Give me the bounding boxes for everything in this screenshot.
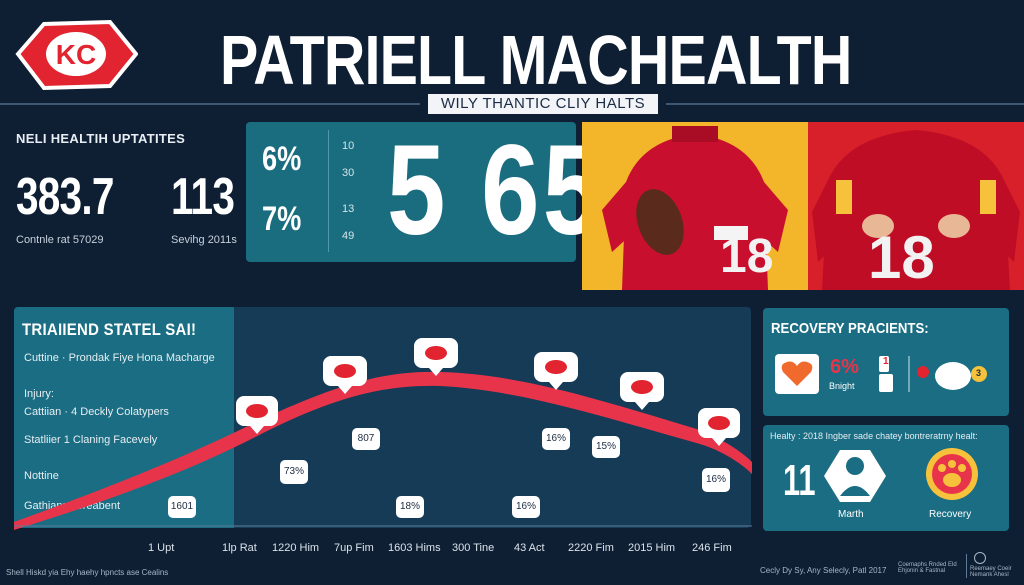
stat-small-4: 49 bbox=[342, 230, 355, 242]
health-updates-title: NELI HEALTIH UPTATITES bbox=[16, 131, 186, 146]
stat-pct-1: 6% bbox=[262, 140, 302, 178]
footer-divider bbox=[966, 554, 967, 578]
svg-text:KC: KC bbox=[56, 39, 96, 70]
badge-3 bbox=[971, 366, 987, 382]
trend-line-1: Cuttine · Prondak Fiye Hona Macharge bbox=[24, 352, 215, 364]
x-tick: 7up Fim bbox=[334, 542, 374, 554]
recovery-icons bbox=[775, 354, 987, 394]
recovery-pct-label: Bnight bbox=[829, 381, 855, 391]
x-tick: 1603 Hims bbox=[388, 542, 441, 554]
stat-small-1: 10 bbox=[342, 140, 355, 152]
heart-icon bbox=[781, 361, 813, 386]
health-stat-value-1: 383.7 bbox=[16, 168, 114, 226]
paw-icon bbox=[926, 448, 978, 500]
kc-marker bbox=[620, 372, 664, 410]
subtitle-divider bbox=[0, 94, 1024, 114]
page-subtitle: WILY THANTIC CLIY HALTS bbox=[428, 94, 658, 114]
recovery-big-mark: 11 bbox=[783, 456, 816, 505]
stat-small-3: 13 bbox=[342, 203, 355, 215]
jersey-number-1: 18 bbox=[720, 230, 773, 283]
player-image-1: 18 bbox=[582, 122, 808, 290]
x-tick: 246 Fim bbox=[692, 542, 732, 554]
trend-chart bbox=[14, 338, 752, 530]
player-illustration-2: 18 bbox=[812, 130, 1020, 291]
health-stat-value-2: 113 bbox=[171, 168, 235, 226]
recovery-label-1: Marth bbox=[838, 509, 864, 520]
chart-label: 15% bbox=[592, 436, 620, 458]
trend-line-2: Injury: bbox=[24, 388, 54, 400]
page-title: PATRIELL MACHEALTH bbox=[220, 21, 852, 99]
recovery-note: Healty : 2018 Ingber sade chatey bontrer… bbox=[770, 431, 978, 441]
kc-marker bbox=[236, 396, 278, 434]
person-icon bbox=[935, 362, 971, 390]
kc-marker bbox=[534, 352, 578, 390]
recovery-label-2: Recovery bbox=[929, 509, 972, 520]
chart-label: 16% bbox=[512, 496, 540, 518]
footer-left: Shell Hiskd yia Ehy haehy hpncts ase Cea… bbox=[6, 568, 169, 577]
chart-label: 16% bbox=[702, 468, 730, 492]
figure-icon bbox=[879, 374, 893, 392]
badge-1: 1 bbox=[883, 356, 889, 367]
x-tick: 2015 Him bbox=[628, 542, 676, 554]
kc-marker bbox=[323, 356, 367, 394]
stats-panel bbox=[246, 122, 576, 262]
stat-small-2: 30 bbox=[342, 167, 355, 179]
stats-divider bbox=[328, 130, 329, 252]
x-tick: 43 Act bbox=[514, 542, 545, 554]
footer-right: Cecly Dy Sy, Any Selecly, Patl 2017 bbox=[760, 566, 887, 575]
chart-label: 807 bbox=[352, 428, 380, 450]
chart-label: 18% bbox=[396, 496, 424, 518]
doctor-icon bbox=[824, 450, 886, 502]
chart-label: 16% bbox=[542, 428, 570, 450]
footer-small-1: Coemaphs Rnded Eld Ehjonin & Fastnal bbox=[898, 562, 957, 574]
badge-3-label: 3 bbox=[976, 368, 982, 378]
footer-small-2: Reemaey Coeir Nemank Ahesl bbox=[970, 566, 1012, 578]
jersey-number-2: 18 bbox=[868, 224, 935, 290]
x-tick: 1 Upt bbox=[148, 542, 175, 554]
trend-title: TRIAIIEND STATEL SAI! bbox=[22, 320, 197, 339]
chiefs-logo: KC bbox=[15, 19, 138, 91]
chart-label: 1601 bbox=[168, 496, 196, 518]
kc-marker bbox=[698, 408, 740, 446]
trend-line-3: Cattiian · 4 Deckly Colatypers bbox=[24, 406, 169, 418]
chart-label: 73% bbox=[280, 460, 308, 484]
trend-line-5: Nottine bbox=[24, 470, 59, 482]
recovery-title: RECOVERY PRACIENTS: bbox=[771, 320, 929, 337]
x-tick: 1lp Rat bbox=[222, 542, 257, 554]
player-image-2: 18 bbox=[808, 122, 1024, 291]
stat-pct-2: 7% bbox=[262, 200, 302, 238]
x-tick: 1220 Him bbox=[272, 542, 320, 554]
trend-line-4: Statliier 1 Claning Facevely bbox=[24, 434, 158, 446]
health-stat-caption-2: Sevihg 2011s bbox=[171, 234, 237, 246]
recovery-pct: 6% bbox=[830, 356, 859, 378]
x-tick: 300 Tine bbox=[452, 542, 495, 554]
footer-circle-icon bbox=[974, 552, 986, 564]
kc-marker bbox=[414, 338, 458, 376]
big-stat-number: 5 65 bbox=[387, 119, 605, 262]
health-stat-caption-1: Contnle rat 57029 bbox=[16, 234, 104, 246]
player-illustration-1: 18 bbox=[602, 126, 788, 290]
x-tick: 2220 Fim bbox=[568, 542, 614, 554]
badge-dot bbox=[917, 366, 929, 378]
